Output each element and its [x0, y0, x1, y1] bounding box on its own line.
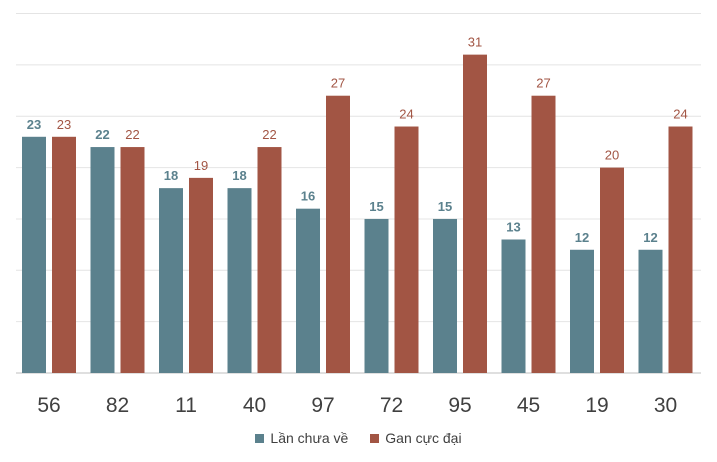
data-label-45-series-0: 13 — [506, 219, 520, 234]
bar-56-series-1 — [52, 136, 76, 373]
bar-95-series-1 — [463, 54, 487, 373]
data-label-72-series-0: 15 — [369, 199, 383, 214]
data-labels: 23 23 22 22 18 19 18 22 16 27 15 24 15 31 13 27 12 20 12 24 — [27, 35, 688, 245]
data-label-40-series-0: 18 — [232, 168, 246, 183]
x-tick-label-40: 40 — [243, 394, 266, 417]
data-label-97-series-0: 16 — [301, 189, 315, 204]
legend-label-series-0: Lần chưa về — [270, 430, 349, 446]
data-label-82-series-0: 22 — [95, 127, 109, 142]
x-tick-label-45: 45 — [517, 394, 540, 417]
x-tick-label-56: 56 — [37, 394, 60, 417]
bar-72-series-0 — [364, 218, 389, 373]
bar-11-series-0 — [159, 188, 183, 373]
bar-97-series-0 — [296, 208, 320, 373]
bar-19-series-1 — [600, 167, 624, 373]
legend-item-series-1: Gan cực đại — [370, 430, 462, 446]
data-label-19-series-1: 20 — [605, 148, 619, 163]
data-label-95-series-1: 31 — [468, 35, 482, 50]
legend-swatch-series-0 — [255, 433, 265, 443]
data-label-95-series-0: 15 — [438, 199, 452, 214]
x-tick-label-82: 82 — [106, 394, 129, 417]
bar-56-series-0 — [22, 136, 46, 373]
x-tick-label-95: 95 — [448, 394, 471, 417]
bar-30-series-0 — [638, 249, 663, 373]
bar-72-series-1 — [394, 126, 419, 374]
data-label-30-series-1: 24 — [673, 107, 687, 122]
data-label-56-series-1: 23 — [57, 117, 71, 132]
bar-11-series-1 — [189, 177, 213, 373]
data-label-11-series-1: 19 — [194, 158, 208, 173]
bar-19-series-0 — [570, 249, 594, 373]
data-label-19-series-0: 12 — [575, 230, 589, 245]
data-label-82-series-1: 22 — [125, 127, 139, 142]
x-tick-label-19: 19 — [585, 394, 608, 417]
x-tick-label-97: 97 — [311, 394, 334, 417]
x-tick-label-72: 72 — [380, 394, 403, 417]
x-tick-label-11: 11 — [175, 394, 197, 417]
data-label-40-series-1: 22 — [262, 127, 276, 142]
bar-95-series-0 — [433, 218, 457, 373]
data-label-11-series-0: 18 — [164, 168, 178, 183]
legend-label-series-1: Gan cực đại — [385, 430, 462, 446]
legend-swatch-series-1 — [370, 433, 380, 443]
bar-45-series-1 — [531, 95, 556, 374]
data-label-56-series-0: 23 — [27, 117, 41, 132]
bar-40-series-0 — [227, 188, 252, 373]
bar-45-series-0 — [501, 239, 526, 373]
bar-chart: 23 23 22 22 18 19 18 22 16 27 15 24 15 31 13 27 12 20 12 24… — [16, 13, 701, 417]
bar-40-series-1 — [257, 147, 282, 373]
bar-82-series-1 — [120, 147, 145, 373]
bar-30-series-1 — [668, 126, 693, 374]
bar-97-series-1 — [326, 95, 350, 374]
bar-82-series-0 — [90, 147, 115, 373]
bar-series — [22, 54, 693, 374]
data-label-45-series-1: 27 — [536, 76, 550, 91]
x-tick-labels: 56 82 11 40 97 72 95 45 19 30 — [37, 394, 677, 417]
gridlines — [16, 13, 701, 374]
legend: Lần chưa về Gan cực đại — [0, 430, 717, 446]
legend-item-series-0: Lần chưa về — [255, 430, 348, 446]
data-label-30-series-0: 12 — [643, 230, 657, 245]
data-label-72-series-1: 24 — [399, 107, 413, 122]
x-tick-label-30: 30 — [654, 394, 677, 417]
data-label-97-series-1: 27 — [331, 76, 345, 91]
